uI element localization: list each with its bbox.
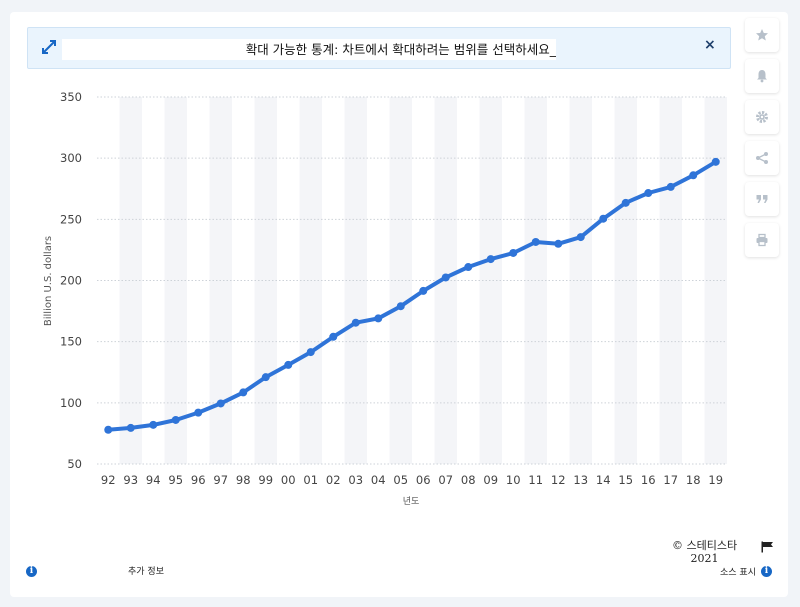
y-tick-label: 150 [60,335,82,349]
show-source-link[interactable]: 소스 표시 [720,568,756,578]
y-tick-label: 350 [60,90,82,104]
x-tick-label: 10 [506,473,521,487]
y-tick-label: 200 [60,274,82,288]
grid-band [344,97,367,464]
bell-icon [757,70,767,83]
x-tick-label: 07 [438,473,453,487]
grid-band [389,97,412,464]
data-point [171,415,180,424]
data-point [441,273,450,282]
data-point [509,248,518,257]
y-tick-label: 250 [60,212,82,226]
x-tick-label: 02 [326,473,341,487]
data-point [621,198,630,207]
x-tick-label: 99 [258,473,273,487]
grid-band [704,97,727,464]
y-tick-label: 100 [60,396,82,410]
y-tick-label: 300 [60,151,82,165]
x-tick-label: 03 [348,473,363,487]
x-tick-label: 92 [101,473,116,487]
more-info-link[interactable]: 추가 정보 [128,567,164,577]
data-point [486,255,495,264]
data-point [419,286,428,295]
notification-button[interactable] [745,59,779,93]
data-point [396,302,405,311]
data-point [351,318,360,327]
credit-line-2: 2021 [690,552,719,565]
x-tick-label: 93 [123,473,138,487]
close-banner-button[interactable]: × [704,37,716,53]
x-tick-label: 14 [596,473,611,487]
data-point [329,332,338,341]
grid-band [164,97,187,464]
data-point [306,348,315,357]
credit: © 스테티스타 2021 [672,539,737,565]
x-tick-label: 00 [281,473,296,487]
y-axis-label: Billion U.S. dollars [43,236,54,326]
expand-arrows-icon[interactable] [41,39,57,55]
data-point [216,399,225,408]
x-tick-label: 97 [213,473,228,487]
x-tick-label: 06 [416,473,431,487]
data-point [644,189,653,198]
banner-text: 확대 가능한 통계: 차트에서 확대하려는 범위를 선택하세요_ [245,42,556,57]
data-point [126,423,135,432]
data-point [194,408,203,417]
data-point [464,263,473,272]
gear-icon [756,111,768,123]
x-tick-label: 11 [528,473,543,487]
source-info-icon[interactable]: i [761,566,772,577]
y-tick-label: 50 [67,457,82,471]
x-tick-label: 15 [618,473,633,487]
banner-text-box [62,39,556,60]
settings-button[interactable] [745,100,779,134]
data-point [711,157,720,166]
favorite-button[interactable] [745,18,779,52]
data-point [599,214,608,223]
x-tick-label: 18 [686,473,701,487]
x-tick-label: 04 [371,473,386,487]
data-point [554,239,563,248]
data-point [104,425,113,434]
flag-icon[interactable] [761,541,774,553]
x-tick-label: 13 [573,473,588,487]
x-tick-label: 01 [303,473,318,487]
data-point [576,233,585,242]
side-toolbar [745,18,779,264]
star-icon [756,29,768,41]
data-point [239,388,248,397]
data-point [374,314,383,323]
data-point [689,171,698,180]
x-axis-label: 년도 [403,496,420,507]
data-point [284,360,293,369]
grid-band [119,97,142,464]
x-tick-label: 98 [236,473,251,487]
x-tick-label: 12 [551,473,566,487]
data-point [666,182,675,191]
zoom-banner: 확대 가능한 통계: 차트에서 확대하려는 범위를 선택하세요_ × [27,27,731,69]
print-icon [756,233,768,247]
x-tick-label: 17 [663,473,678,487]
x-tick-label: 09 [483,473,498,487]
print-button[interactable] [745,223,779,257]
info-icon[interactable]: i [26,566,37,577]
data-point [261,373,270,382]
grid-band [479,97,502,464]
x-tick-label: 94 [146,473,161,487]
series-line [106,159,718,432]
share-button[interactable] [745,141,779,175]
x-tick-label: 95 [168,473,183,487]
share-icon [756,152,768,164]
data-point [149,420,158,429]
quote-icon [756,195,768,203]
x-tick-label: 19 [708,473,723,487]
x-tick-label: 05 [393,473,408,487]
cite-button[interactable] [745,182,779,216]
x-tick-label: 16 [641,473,656,487]
credit-line-1: © 스테티스타 [672,539,738,552]
data-point [531,237,540,246]
x-tick-label: 96 [191,473,206,487]
x-tick-label: 08 [461,473,476,487]
